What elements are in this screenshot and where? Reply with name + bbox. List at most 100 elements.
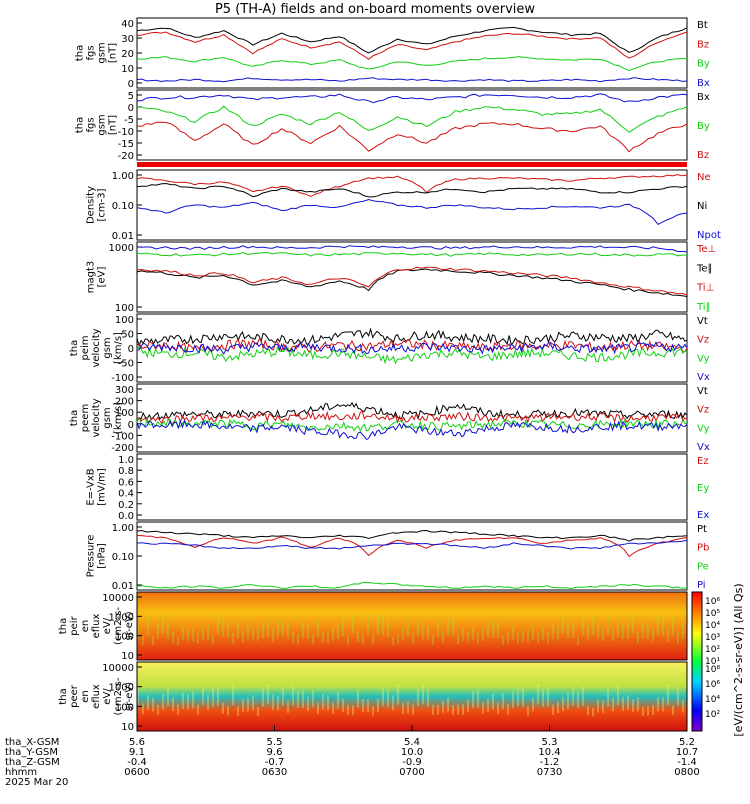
- spectrogram-texture: [642, 622, 644, 639]
- legend-Bz: Bz: [697, 150, 709, 161]
- spectrogram-texture: [337, 692, 339, 709]
- y-tick-label: 0: [128, 79, 134, 90]
- spectrogram-texture: [607, 615, 609, 635]
- spectrogram-texture: [497, 702, 499, 714]
- y-axis-label-line: eflux: [91, 614, 102, 639]
- series-Vx: [136, 419, 688, 441]
- y-tick-label: 1000: [109, 243, 134, 254]
- series-Vt: [136, 401, 688, 421]
- time-axis-row-label: tha_Z-GSM: [5, 757, 60, 768]
- time-axis-value: 5.6: [129, 737, 145, 748]
- spectrogram-texture: [447, 697, 449, 712]
- spectrogram-texture: [242, 630, 244, 643]
- spectrogram-texture: [232, 685, 234, 706]
- spectrogram-texture: [487, 622, 489, 639]
- time-axis-value: 5.4: [404, 737, 420, 748]
- spectrogram-texture: [377, 614, 379, 635]
- spectrogram-texture: [467, 631, 469, 643]
- y-axis-label-line: gsm: [102, 407, 113, 428]
- spectrogram-texture: [252, 695, 254, 711]
- time-axis-value: 5.3: [542, 737, 558, 748]
- y-tick-label: 0.8: [118, 466, 134, 477]
- y-tick-label: 0.6: [118, 477, 134, 488]
- legend-Npot: Npot: [697, 230, 721, 241]
- colorbar-label: [eV/(cm^2-s-sr-eV)] (All Qs): [732, 583, 745, 736]
- legend-Pe: Pe: [697, 561, 709, 572]
- spectrogram-texture: [137, 625, 139, 640]
- spectrogram-texture: [207, 694, 209, 710]
- spectrogram-texture: [402, 626, 404, 641]
- spectrogram-texture: [322, 694, 324, 710]
- colorbar-tick: 10²: [705, 710, 720, 720]
- time-axis-value: 0600: [124, 767, 149, 778]
- spectrogram-texture: [292, 632, 294, 644]
- y-axis-label-line: tha: [69, 340, 80, 356]
- spectrogram-texture: [472, 626, 474, 641]
- y-axis-label-line: E=-VxB: [86, 468, 97, 505]
- spectrogram-texture: [652, 628, 654, 642]
- panel-vi: 100 50 0 -50 -100 thapeimvelocitygsm[km/s] Vt V…: [69, 313, 710, 384]
- spectrogram-texture: [452, 704, 454, 715]
- legend-Ey: Ey: [697, 483, 709, 494]
- legend-Ex: Ex: [697, 510, 709, 521]
- y-tick-label: 100: [115, 702, 134, 713]
- series-Ti∥: [136, 251, 687, 257]
- spectrogram-texture: [162, 694, 164, 710]
- series-Ne: [136, 174, 688, 197]
- spectrogram-texture: [542, 626, 544, 641]
- spectrogram-texture: [392, 695, 394, 711]
- y-axis-label-line: (cm2-s-: [113, 677, 124, 715]
- spectrogram-texture: [327, 632, 329, 644]
- spectrogram-texture: [247, 622, 249, 639]
- y-tick-label: 10000: [102, 593, 134, 604]
- y-axis-label-line: tha: [75, 45, 86, 61]
- series-Pe: [136, 581, 688, 590]
- spectrogram-texture: [257, 707, 259, 717]
- colorbar-tick: 10⁶: [705, 597, 720, 607]
- spectrogram-texture: [417, 686, 419, 706]
- legend-Ni: Ni: [697, 201, 707, 212]
- spectrogram-texture: [417, 619, 419, 637]
- spectrogram-texture: [287, 622, 289, 639]
- spectrogram-texture: [597, 699, 599, 713]
- y-axis-label-line: en: [80, 690, 91, 703]
- y-axis-label-line: [eV]: [97, 267, 108, 288]
- spectrogram-texture: [267, 683, 269, 705]
- spectrogram-texture: [567, 623, 569, 639]
- y-axis-label: thafgsgsm[nT]: [75, 42, 119, 63]
- spectrogram-texture: [202, 625, 204, 640]
- spectrogram-texture: [237, 623, 239, 639]
- legend-Vt: Vt: [697, 316, 708, 327]
- spectrogram-texture: [337, 623, 339, 639]
- y-axis-label: thapeirenefluxeV/(cm2-s-sr-eV): [58, 607, 135, 645]
- series-Vt: [136, 327, 688, 348]
- spectrogram-texture: [492, 693, 494, 710]
- spectrogram-texture: [202, 685, 204, 706]
- legend-Bt: Bt: [697, 20, 708, 31]
- y-axis-label-line: en: [80, 620, 91, 633]
- spectrogram-texture: [552, 704, 554, 715]
- spectrogram-texture: [277, 620, 279, 638]
- spectrogram-texture: [617, 619, 619, 637]
- panel-density: 1.00 0.10 0.01 Density[cm-3] Ne Ni Npot: [86, 169, 721, 242]
- spectrogram-texture: [242, 699, 244, 713]
- spectrogram-texture: [302, 622, 304, 639]
- spectrogram-texture: [572, 686, 574, 706]
- spectrogram-texture: [547, 631, 549, 643]
- legend-Te⊥: Te⊥: [696, 244, 716, 255]
- spectrogram-texture: [477, 632, 479, 644]
- time-axis-value: 0700: [399, 767, 424, 778]
- spectrogram-texture: [622, 623, 624, 639]
- y-tick-label: -100: [111, 373, 134, 384]
- spectrogram-texture: [262, 688, 264, 707]
- date-label: 2025 Mar 20: [5, 777, 68, 788]
- legend-Vt: Vt: [697, 386, 708, 397]
- spectrogram-texture: [147, 616, 149, 636]
- spectrogram-texture: [192, 691, 194, 709]
- colorbar-tick: 10⁶: [705, 680, 720, 690]
- panel-frame: [136, 591, 688, 661]
- legend-Pt: Pt: [697, 524, 707, 535]
- panel-frame: [136, 169, 688, 241]
- y-tick-label: 0.10: [112, 201, 134, 212]
